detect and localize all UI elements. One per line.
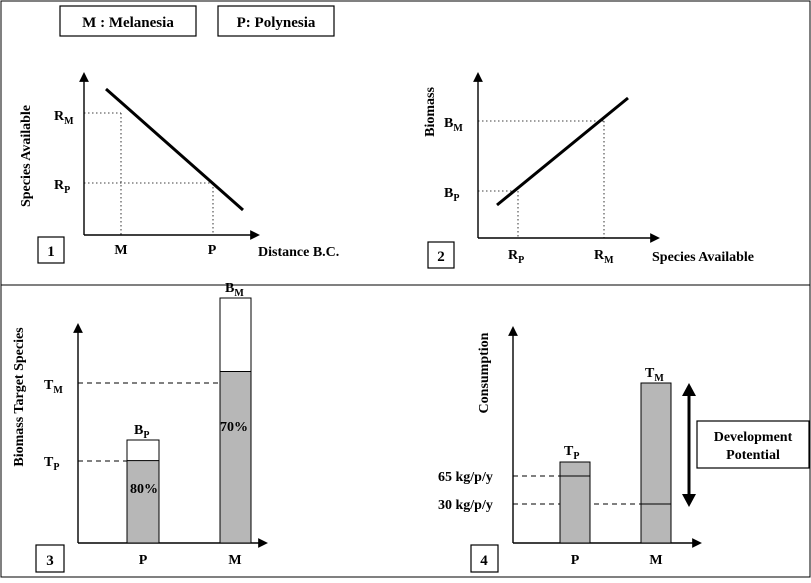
panel3-number-box bbox=[35, 544, 65, 573]
panel1-number-box bbox=[37, 236, 65, 264]
panel3-tick-tp: TP bbox=[44, 455, 59, 473]
panel2-tick-bp: BP bbox=[444, 186, 459, 204]
panel3-label-bm: BM bbox=[225, 281, 244, 299]
panel3-percent-p: 80% bbox=[130, 482, 158, 497]
development-potential-line1: Development bbox=[714, 430, 793, 445]
panel3-label-bp: BP bbox=[134, 423, 149, 441]
panel-1: Species Available Distance B.C. M P RM R… bbox=[19, 72, 339, 264]
panel2-tick-bm: BM bbox=[444, 116, 463, 134]
panel1-curve bbox=[105, 87, 244, 212]
development-potential-box bbox=[696, 420, 810, 469]
panel4-y-axis-label: Consumption bbox=[477, 332, 492, 413]
panel4-tick-65: 65 kg/p/y bbox=[438, 470, 493, 485]
panel3-bar-m-target bbox=[219, 371, 252, 544]
panel4-label-tm: TM bbox=[645, 366, 664, 384]
panel4-bar-p bbox=[559, 461, 591, 544]
panel4-number: 4 bbox=[480, 553, 488, 569]
development-arrow-head-down bbox=[682, 494, 696, 507]
panel-4: TP TM 65 kg/p/y 30 kg/p/y P M Consumptio… bbox=[438, 326, 810, 573]
panel2-number: 2 bbox=[437, 249, 445, 265]
panel4-bar-m bbox=[640, 382, 672, 544]
panel1-y-axis-label: Species Available bbox=[19, 105, 34, 207]
panel1-tick-p: P bbox=[208, 243, 217, 258]
development-arrow-head-up bbox=[682, 383, 696, 396]
panel3-bar-p-target bbox=[126, 460, 160, 544]
panel2-y-axis-label: Biomass bbox=[423, 87, 438, 137]
panel2-tick-rm: RM bbox=[594, 248, 614, 266]
legend-polynesia-text: P: Polynesia bbox=[237, 15, 316, 31]
legend-polynesia: P: Polynesia bbox=[217, 5, 335, 37]
panel2-curve bbox=[496, 96, 629, 207]
panel1-x-axis-label: Distance B.C. bbox=[258, 245, 339, 260]
panel-3: 80% 70% BP BM TM TP P M Biomass Target S… bbox=[12, 281, 268, 573]
panel2-tick-rp: RP bbox=[508, 248, 524, 266]
panel2-x-axis-label: Species Available bbox=[652, 250, 754, 265]
panel4-tick-30: 30 kg/p/y bbox=[438, 498, 493, 513]
panel3-category-m: M bbox=[228, 553, 241, 568]
panel2-number-box bbox=[427, 241, 455, 269]
panel3-number: 3 bbox=[46, 553, 54, 569]
panel4-category-p: P bbox=[571, 553, 580, 568]
legend-melanesia: M : Melanesia bbox=[59, 5, 197, 37]
panel1-tick-rp: RP bbox=[54, 178, 70, 196]
panel3-percent-m: 70% bbox=[220, 420, 248, 435]
panel1-tick-m: M bbox=[114, 243, 127, 258]
panel4-label-tp: TP bbox=[564, 444, 579, 462]
panel3-category-p: P bbox=[139, 553, 148, 568]
panel3-y-axis-label: Biomass Target Species bbox=[12, 327, 27, 467]
panel4-category-m: M bbox=[649, 553, 662, 568]
panel1-tick-rm: RM bbox=[54, 109, 74, 127]
panel3-tick-tm: TM bbox=[44, 378, 63, 396]
panel1-number: 1 bbox=[47, 244, 55, 260]
panel4-number-box bbox=[470, 544, 499, 573]
development-potential-line2: Potential bbox=[726, 448, 780, 463]
legend-melanesia-text: M : Melanesia bbox=[82, 15, 174, 31]
panel-2: Biomass Species Available RP RM BM BP 2 bbox=[423, 72, 754, 269]
